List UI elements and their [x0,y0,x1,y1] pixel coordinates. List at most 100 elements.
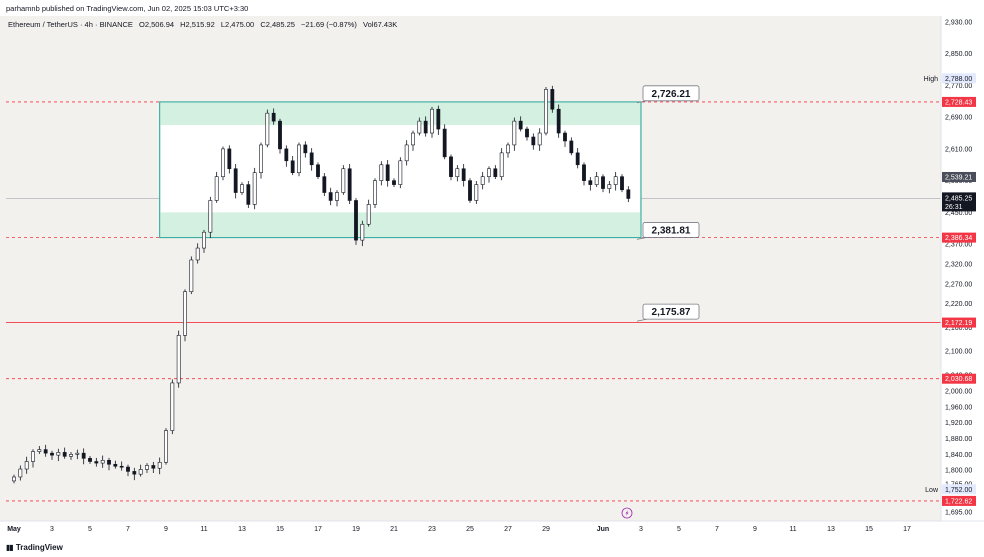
candle-body [335,192,339,201]
x-tick-label-21: 13 [827,526,835,533]
y-tick-label-15: 1,960.00 [945,404,972,411]
callout-label-2: 2,175.87 [652,307,691,318]
candle-body [221,148,225,177]
level-tag-label-3: 2,030.68 [945,376,972,383]
volume-value: Vol67.43K [363,20,398,29]
x-tick-label-6: 13 [238,526,246,533]
candle-body [499,152,504,177]
candle-body [81,452,86,459]
candle-body [195,247,200,261]
candle-body [303,144,308,154]
candle-body [563,132,567,142]
x-tick-label-8: 17 [314,526,322,533]
candle-body [37,449,42,452]
x-tick-label-23: 17 [903,526,911,533]
candle-body [12,476,16,482]
publisher-line: parhamnb published on TradingView.com, J… [6,4,249,13]
x-tick-label-17: 5 [677,526,681,533]
low-value: L2,475.00 [220,20,255,29]
y-tick-label-21: 1,695.00 [945,509,972,516]
candle-body [506,144,510,154]
candle-body [442,128,447,158]
y-tick-label-14: 2,000.00 [945,388,972,395]
y-tick-label-12: 2,100.00 [945,349,972,356]
x-tick-label-22: 15 [865,526,873,533]
x-tick-label-20: 11 [789,526,796,533]
candle-body [385,164,390,181]
y-tick-label-10: 2,220.00 [945,301,972,308]
time-axis[interactable] [0,521,941,539]
x-tick-label-7: 15 [276,526,284,533]
candle-body [309,152,314,166]
level-tag-label-1: 2,386.34 [945,235,972,242]
candle-body [278,120,282,150]
brand-label: TradingView [15,543,63,552]
change-value: −21.69 (−0.87%) [301,20,357,29]
candle-body [347,168,352,201]
callout-box-2[interactable] [642,303,700,320]
candle-body [157,461,162,469]
x-tick-label-13: 27 [504,526,512,533]
x-tick-label-5: 11 [200,526,207,533]
candle-body [202,231,206,249]
x-tick-label-15: Jun [597,526,609,533]
candle-body [455,168,460,177]
candle-body [252,172,257,205]
candle-body [392,180,396,185]
low-value: 1,752.00 [945,487,972,494]
candle-body [341,168,346,193]
x-tick-label-12: 25 [466,526,474,533]
x-tick-label-11: 23 [428,526,436,533]
y-tick-label-9: 2,270.00 [945,281,972,288]
candle-body [227,148,232,170]
level-tag-label-0: 2,728.43 [945,99,972,106]
candle-body [487,168,491,177]
x-tick-label-9: 19 [352,526,360,533]
low-tag [942,484,976,495]
tradingview-logo[interactable]: ▮▮ TradingView [6,543,63,552]
candle-body [373,180,377,205]
ohlc-legend: Ethereum / TetherUS · 4h · BINANCE O2,50… [8,20,401,29]
candle-body [246,184,251,205]
x-tick-label-19: 9 [753,526,757,533]
event-lightning-icon[interactable] [621,507,633,519]
x-tick-label-14: 29 [542,526,550,533]
candle-body [119,465,124,468]
chart-area[interactable] [0,16,941,521]
x-tick-label-18: 7 [715,526,719,533]
x-tick-label-10: 21 [390,526,398,533]
candle-body [480,176,485,185]
candle-body [62,452,67,457]
candle-body [88,458,92,462]
candle-body [411,132,415,146]
candle-body [544,89,548,134]
low-label: Low [925,487,939,494]
candle-body [151,465,156,469]
candle-body [183,291,187,336]
symbol-label[interactable]: Ethereum / TetherUS · 4h · BINANCE [8,20,133,29]
callout-box-0[interactable] [642,85,700,102]
level-tag-2 [942,317,976,328]
candle-body [271,112,276,122]
candle-body [189,259,194,293]
candle-body [290,160,295,173]
candle-body [43,449,48,454]
candle-body [176,335,181,384]
y-tick-label-19: 1,800.00 [945,468,972,475]
candle-body [430,108,434,134]
candle-body [468,180,472,201]
y-tick-label-11: 2,160.00 [945,325,972,332]
price-axis[interactable] [941,16,984,521]
candle-body [531,136,536,146]
candle-body [525,128,529,138]
y-tick-label-8: 2,320.00 [945,261,972,268]
candle-body [556,108,561,134]
candle-body [493,168,498,177]
candle-body [613,176,618,185]
candle-body [601,176,605,189]
open-value: O2,506.94 [139,20,175,29]
level-tag-3 [942,373,976,384]
callout-box-1[interactable] [642,222,700,238]
candle-body [132,471,137,475]
